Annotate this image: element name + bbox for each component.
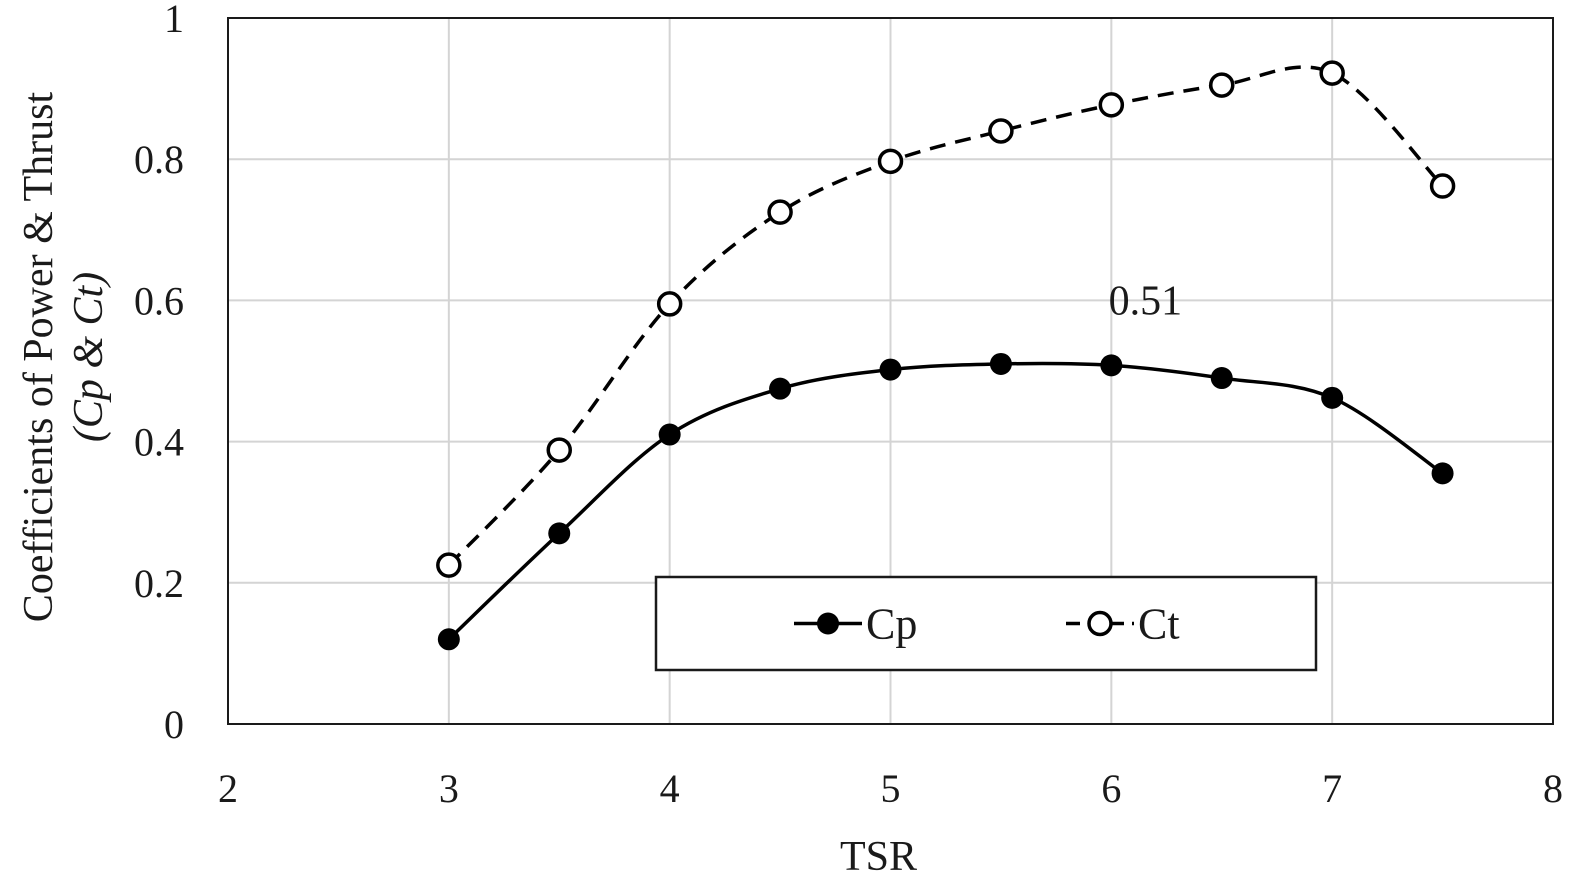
point-ct — [546, 437, 572, 463]
point-ct — [1429, 173, 1456, 199]
x-tick-label: 3 — [439, 766, 459, 811]
point-cp — [1210, 367, 1233, 390]
point-cp — [1321, 386, 1344, 409]
point-ct — [1319, 60, 1345, 86]
point-cp — [989, 352, 1012, 375]
grid — [228, 18, 1553, 724]
series-line-cp — [447, 361, 1444, 641]
point-cp — [1431, 462, 1454, 485]
x-tick-label: 6 — [1101, 766, 1121, 811]
legend-label-ct: Ct — [1138, 600, 1180, 649]
point-cp — [548, 522, 571, 545]
legend-marker-cp — [817, 612, 839, 635]
point-ct — [656, 291, 683, 317]
y-axis-title-group: Coefficients of Power & Thrust (Cp & Ct) — [16, 91, 112, 622]
annotations: 0.51 — [1109, 278, 1183, 324]
y-tick-label: 0.6 — [134, 278, 184, 323]
point-cp — [437, 628, 460, 651]
point-ct — [436, 552, 462, 578]
legend-item-cp: Cp — [794, 600, 917, 649]
series-cp — [437, 352, 1454, 651]
point-ct — [877, 148, 904, 175]
y-axis-title: Coefficients of Power & Thrust — [16, 91, 62, 622]
x-tick-label: 2 — [218, 766, 238, 811]
point-cp — [769, 377, 792, 400]
y-tick-label: 0.4 — [134, 420, 184, 465]
legend: Cp Ct — [654, 575, 1318, 672]
y-tick-label: 0.8 — [134, 137, 184, 182]
y-tick-label: 0 — [164, 702, 184, 747]
x-axis-title: TSR — [840, 834, 917, 878]
point-cp — [879, 358, 902, 381]
legend-label-cp: Cp — [866, 600, 917, 649]
series-ct — [436, 60, 1456, 578]
y-tick-label: 0.2 — [134, 561, 184, 606]
x-tick-label: 8 — [1543, 766, 1563, 811]
point-cp — [1100, 354, 1123, 377]
point-ct — [988, 118, 1014, 144]
series — [436, 60, 1456, 651]
y-axis-subtitle: (Cp & Ct) — [66, 272, 112, 442]
x-tick-label: 7 — [1322, 766, 1342, 811]
legend-items: Cp Ct — [794, 600, 1180, 649]
legend-box — [654, 575, 1318, 672]
x-tick-label: 5 — [881, 766, 901, 811]
legend-item-ct: Ct — [1066, 600, 1180, 649]
point-cp — [658, 423, 681, 446]
x-tick-label: 4 — [660, 766, 680, 811]
y-tick-label: 1 — [164, 0, 184, 41]
plot-area-border — [227, 17, 1554, 725]
point-ct — [767, 199, 793, 225]
annotation-label: 0.51 — [1109, 278, 1183, 324]
x-axis-ticks: 2 3 4 5 6 7 8 — [218, 766, 1563, 811]
legend-marker-ct — [1087, 610, 1113, 637]
point-ct — [1098, 92, 1125, 118]
y-axis-ticks: 0 0.2 0.4 0.6 0.8 1 — [134, 0, 184, 747]
point-ct — [1209, 72, 1235, 98]
